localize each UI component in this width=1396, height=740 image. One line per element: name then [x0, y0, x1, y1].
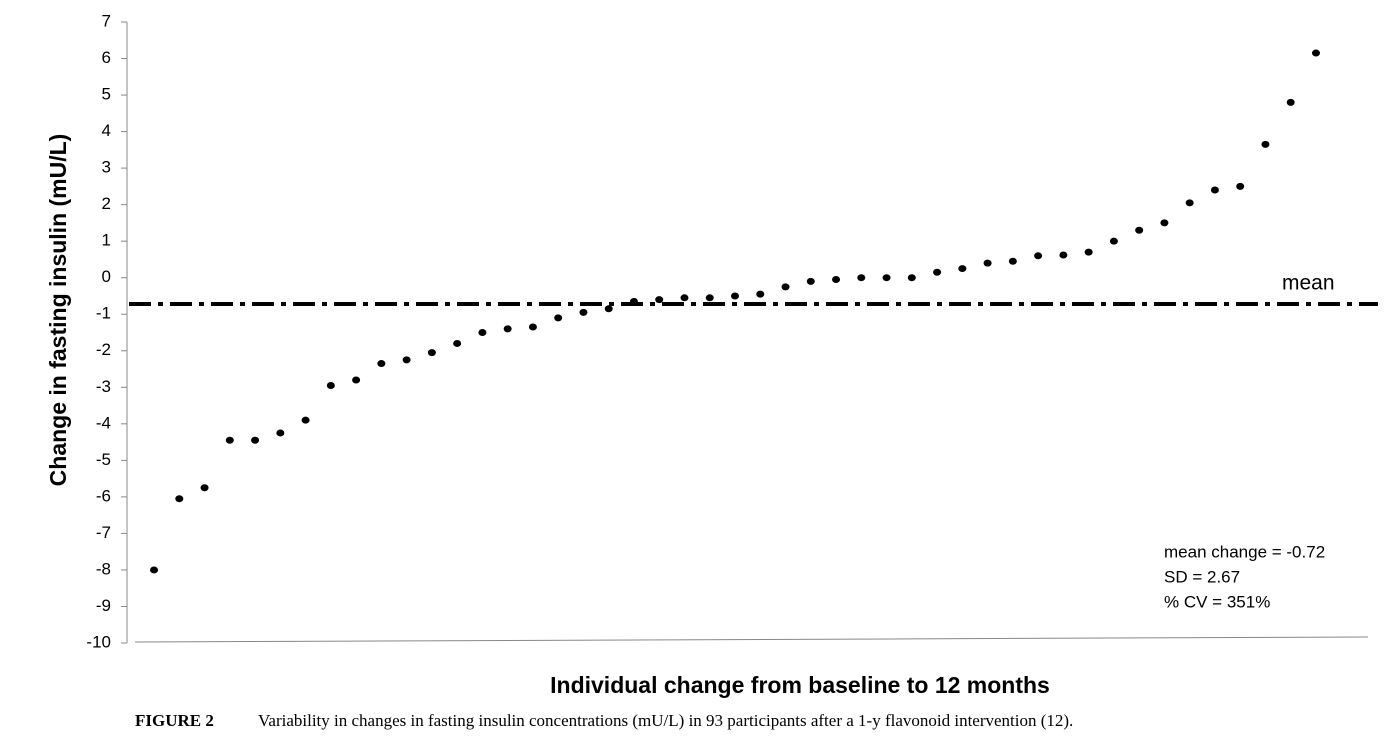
point [150, 566, 159, 574]
y-tick-label: -4 [96, 413, 111, 432]
point [1210, 186, 1219, 194]
point [958, 265, 967, 273]
y-tick-label: -2 [96, 340, 111, 359]
y-tick-label: -10 [86, 632, 111, 651]
y-tick-label: -1 [96, 304, 111, 323]
y-tick-label: 6 [102, 48, 111, 67]
point [907, 274, 916, 282]
point [731, 292, 739, 300]
point [528, 323, 537, 331]
annotation: SD = 2.67 [1164, 567, 1240, 586]
point [427, 349, 436, 357]
point [1059, 251, 1068, 259]
point [983, 259, 992, 267]
point [301, 416, 310, 424]
y-tick-label: 1 [102, 231, 111, 250]
point [478, 329, 487, 336]
point [1311, 49, 1320, 57]
point [1109, 237, 1118, 245]
y-tick-label: 5 [102, 85, 111, 104]
point [1236, 182, 1245, 190]
point [453, 339, 462, 347]
y-tick-label: -5 [96, 450, 111, 469]
point [1084, 248, 1093, 256]
y-tick-label: 7 [102, 11, 111, 30]
point [857, 274, 866, 282]
point [225, 436, 234, 444]
point [1034, 252, 1043, 260]
point [1286, 98, 1295, 106]
y-tick-label: 0 [102, 267, 111, 286]
point [377, 360, 386, 368]
point [680, 294, 689, 302]
annotation: % CV = 351% [1164, 592, 1270, 611]
point [1008, 257, 1017, 265]
caption-label: FIGURE 2 [135, 711, 214, 730]
y-tick-label: -9 [96, 596, 111, 615]
point [1185, 199, 1194, 207]
point [402, 356, 411, 364]
y-tick-label: 2 [102, 194, 111, 213]
y-axis-label: Change in fasting insulin (mU/L) [45, 134, 71, 487]
point [554, 314, 563, 322]
point [933, 268, 942, 276]
caption-text: Variability in changes in fasting insuli… [258, 711, 1073, 730]
y-tick-label: 3 [102, 158, 111, 177]
point [781, 283, 790, 291]
point [326, 381, 335, 389]
y-tick-label: -6 [96, 486, 111, 505]
y-tick-label: -3 [96, 377, 111, 396]
point [503, 325, 512, 333]
point [1160, 219, 1169, 227]
y-tick-label: 4 [102, 121, 111, 140]
point [882, 274, 891, 282]
y-tick-label: -7 [96, 523, 111, 542]
annotation: mean change = -0.72 [1164, 542, 1325, 561]
point [200, 484, 209, 492]
point [832, 276, 841, 284]
point [655, 296, 664, 304]
point [579, 308, 588, 316]
mean-label: mean [1282, 272, 1335, 295]
point [806, 277, 815, 285]
y-tick-label: -8 [96, 559, 111, 578]
point [629, 297, 638, 305]
point [604, 305, 613, 313]
point [1261, 140, 1270, 148]
point [352, 376, 361, 384]
x-axis [134, 636, 1369, 643]
point [1135, 226, 1144, 234]
point [705, 294, 714, 302]
x-axis-label: Individual change from baseline to 12 mo… [550, 672, 1050, 698]
point [756, 290, 765, 298]
point [276, 429, 285, 437]
point [251, 436, 260, 444]
point [175, 495, 184, 503]
